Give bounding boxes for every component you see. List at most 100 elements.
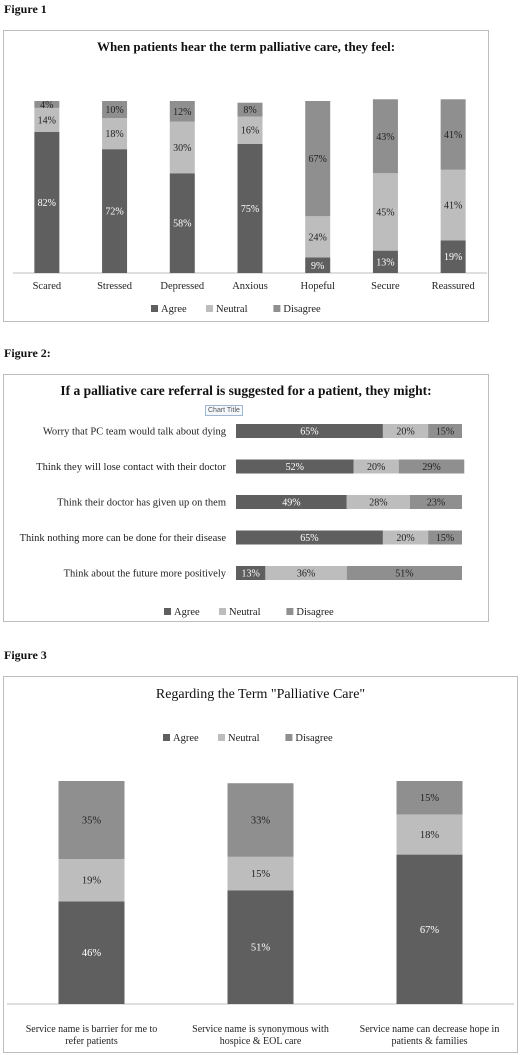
data-label-disagree-think-their-doctor-has-given-up-on-them: 23%: [427, 498, 445, 509]
bar-disagree-depressed: [169, 101, 195, 122]
data-label-neutral-think-nothing-more-can-be-done-for-their-disease: 20%: [396, 533, 414, 544]
legend-swatch-neutral: [218, 734, 225, 741]
legend-swatch-agree: [164, 608, 171, 615]
bar-agree-secure: [372, 250, 398, 273]
category-label-think-nothing-more-can-be-done-for-their-disease: Think nothing more can be done for their…: [20, 533, 227, 544]
bar-neutral-think-about-the-future-more-positively: [265, 566, 347, 580]
bar-neutral-think-nothing-more-can-be-done-for-their-disease: [382, 530, 429, 545]
data-label-agree-service-name-is-barrier-for-me-to-refer-patients: 46%: [82, 948, 102, 959]
bar-neutral-reassured: [440, 169, 466, 241]
data-label-agree-worry-that-pc-team-would-talk-about-dying: 65%: [300, 427, 318, 438]
legend-label-neutral: Neutral: [229, 607, 261, 618]
data-label-agree-think-about-the-future-more-positively: 13%: [242, 569, 260, 580]
bar-agree-depressed: [169, 173, 195, 273]
category-label-service-name-is-synonymous-with-hospice-eol-care-line-1: Service name is synonymous with: [192, 1024, 329, 1035]
data-label-disagree-think-nothing-more-can-be-done-for-their-disease: 15%: [436, 533, 454, 544]
bar-neutral-think-their-doctor-has-given-up-on-them: [346, 495, 411, 509]
bar-neutral-stressed: [102, 118, 128, 150]
legend-swatch-agree: [163, 734, 170, 741]
chart-3-plot: 46% 19% 35% Service name is barrier for me …: [7, 733, 514, 1047]
category-label-think-they-will-lose-contact-with-their-doctor: Think they will lose contact with their …: [36, 462, 226, 473]
data-label-agree-anxious: 75%: [241, 204, 259, 215]
bar-disagree-service-name-is-barrier-for-me-to-refer-patients: [58, 781, 125, 860]
legend-label-agree: Agree: [161, 304, 187, 315]
bar-agree-stressed: [102, 149, 128, 273]
bar-disagree-service-name-can-decrease-hope-in-patients-families: [396, 781, 463, 815]
data-label-neutral-reassured: 41%: [444, 201, 462, 212]
bar-agree-hopeful: [305, 257, 331, 273]
data-label-neutral-worry-that-pc-team-would-talk-about-dying: 20%: [396, 427, 414, 438]
category-label-anxious: Anxious: [232, 281, 268, 292]
data-label-neutral-stressed: 18%: [105, 129, 123, 140]
bar-neutral-think-they-will-lose-contact-with-their-doctor: [353, 459, 399, 474]
bar-neutral-service-name-is-synonymous-with-hospice-eol-care: [227, 856, 294, 891]
category-label-secure: Secure: [371, 281, 400, 292]
data-label-agree-hopeful: 9%: [311, 261, 324, 272]
data-label-agree-stressed: 72%: [105, 207, 123, 218]
data-label-disagree-hopeful: 67%: [309, 154, 327, 165]
bar-disagree-think-about-the-future-more-positively: [346, 566, 462, 580]
data-label-neutral-service-name-can-decrease-hope-in-patients-families: 18%: [420, 830, 440, 841]
bar-agree-anxious: [237, 144, 263, 273]
bar-disagree-stressed: [102, 101, 128, 119]
category-label-stressed: Stressed: [97, 281, 133, 292]
category-label-think-about-the-future-more-positively: Think about the future more positively: [64, 569, 227, 580]
figure-3-label: Figure 3: [4, 648, 47, 662]
category-label-hopeful: Hopeful: [301, 281, 335, 292]
data-label-neutral-anxious: 16%: [241, 126, 259, 137]
bar-disagree-hopeful: [305, 101, 331, 217]
data-label-disagree-stressed: 10%: [105, 105, 123, 116]
data-label-disagree-secure: 43%: [376, 132, 394, 143]
legend-label-disagree: Disagree: [283, 304, 321, 315]
bar-agree-worry-that-pc-team-would-talk-about-dying: [236, 424, 383, 438]
bar-disagree-scared: [34, 101, 60, 108]
bar-neutral-secure: [372, 173, 398, 251]
legend-label-disagree: Disagree: [296, 607, 334, 618]
category-label-think-their-doctor-has-given-up-on-them: Think their doctor has given up on them: [57, 498, 226, 509]
chart-panel-3: Regarding the Term "Palliative Care" 46%…: [3, 676, 518, 1053]
bar-neutral-depressed: [169, 121, 195, 174]
legend-swatch-neutral: [219, 608, 226, 615]
bar-disagree-think-their-doctor-has-given-up-on-them: [410, 495, 462, 509]
data-label-neutral-scared: 14%: [38, 115, 56, 126]
legend-swatch-agree: [151, 305, 158, 312]
legend-label-neutral: Neutral: [228, 733, 260, 744]
category-label-scared: Scared: [33, 281, 62, 292]
figure-1-label: Figure 1: [4, 2, 47, 16]
data-label-disagree-think-about-the-future-more-positively: 51%: [395, 569, 413, 580]
chart-1-plot: 82% 14% 4% Scared 72% 18% 10% Stressed 58% 30% 12%…: [13, 99, 487, 315]
data-label-disagree-service-name-is-synonymous-with-hospice-eol-care: 33%: [251, 816, 271, 827]
category-label-service-name-can-decrease-hope-in-patients-families-line-2: patients & families: [391, 1036, 467, 1047]
data-label-neutral-service-name-is-synonymous-with-hospice-eol-care: 15%: [251, 869, 271, 880]
legend-label-agree: Agree: [174, 607, 200, 618]
category-label-depressed: Depressed: [160, 281, 204, 292]
data-label-agree-reassured: 19%: [444, 252, 462, 263]
data-label-agree-think-their-doctor-has-given-up-on-them: 49%: [282, 498, 300, 509]
bar-neutral-hopeful: [305, 216, 331, 258]
figure-2-label: Figure 2:: [4, 346, 51, 360]
legend-swatch-disagree: [286, 608, 294, 615]
bar-agree-service-name-can-decrease-hope-in-patients-families: [396, 854, 463, 1004]
data-label-agree-scared: 82%: [38, 198, 56, 209]
bar-agree-think-nothing-more-can-be-done-for-their-disease: [236, 530, 383, 545]
bar-agree-think-about-the-future-more-positively: [236, 566, 266, 580]
chart-panel-1: When patients hear the term palliative c…: [3, 30, 489, 322]
data-label-disagree-think-they-will-lose-contact-with-their-doctor: 29%: [422, 462, 440, 473]
bar-disagree-worry-that-pc-team-would-talk-about-dying: [428, 424, 462, 438]
bar-agree-service-name-is-barrier-for-me-to-refer-patients: [58, 901, 125, 1004]
category-label-service-name-is-barrier-for-me-to-refer-patients-line-2: refer patients: [65, 1036, 118, 1047]
chart-panel-2: If a palliative care referral is suggest…: [3, 374, 489, 622]
data-label-neutral-depressed: 30%: [173, 143, 191, 154]
bar-neutral-scared: [34, 107, 60, 132]
data-label-agree-think-nothing-more-can-be-done-for-their-disease: 65%: [300, 533, 318, 544]
data-label-agree-secure: 13%: [376, 257, 394, 268]
data-label-neutral-hopeful: 24%: [309, 232, 327, 243]
category-label-service-name-is-synonymous-with-hospice-eol-care-line-2: hospice & EOL care: [220, 1036, 302, 1047]
category-label-service-name-is-barrier-for-me-to-refer-patients-line-1: Service name is barrier for me to: [26, 1024, 158, 1035]
chart-2-title: If a palliative care referral is suggest…: [60, 383, 432, 398]
category-label-worry-that-pc-team-would-talk-about-dying: Worry that PC team would talk about dyin…: [43, 427, 227, 438]
legend-swatch-disagree: [285, 734, 293, 741]
legend-label-agree: Agree: [173, 733, 199, 744]
data-label-neutral-secure: 45%: [376, 207, 394, 218]
chart-3-title: Regarding the Term "Palliative Care": [155, 687, 366, 702]
